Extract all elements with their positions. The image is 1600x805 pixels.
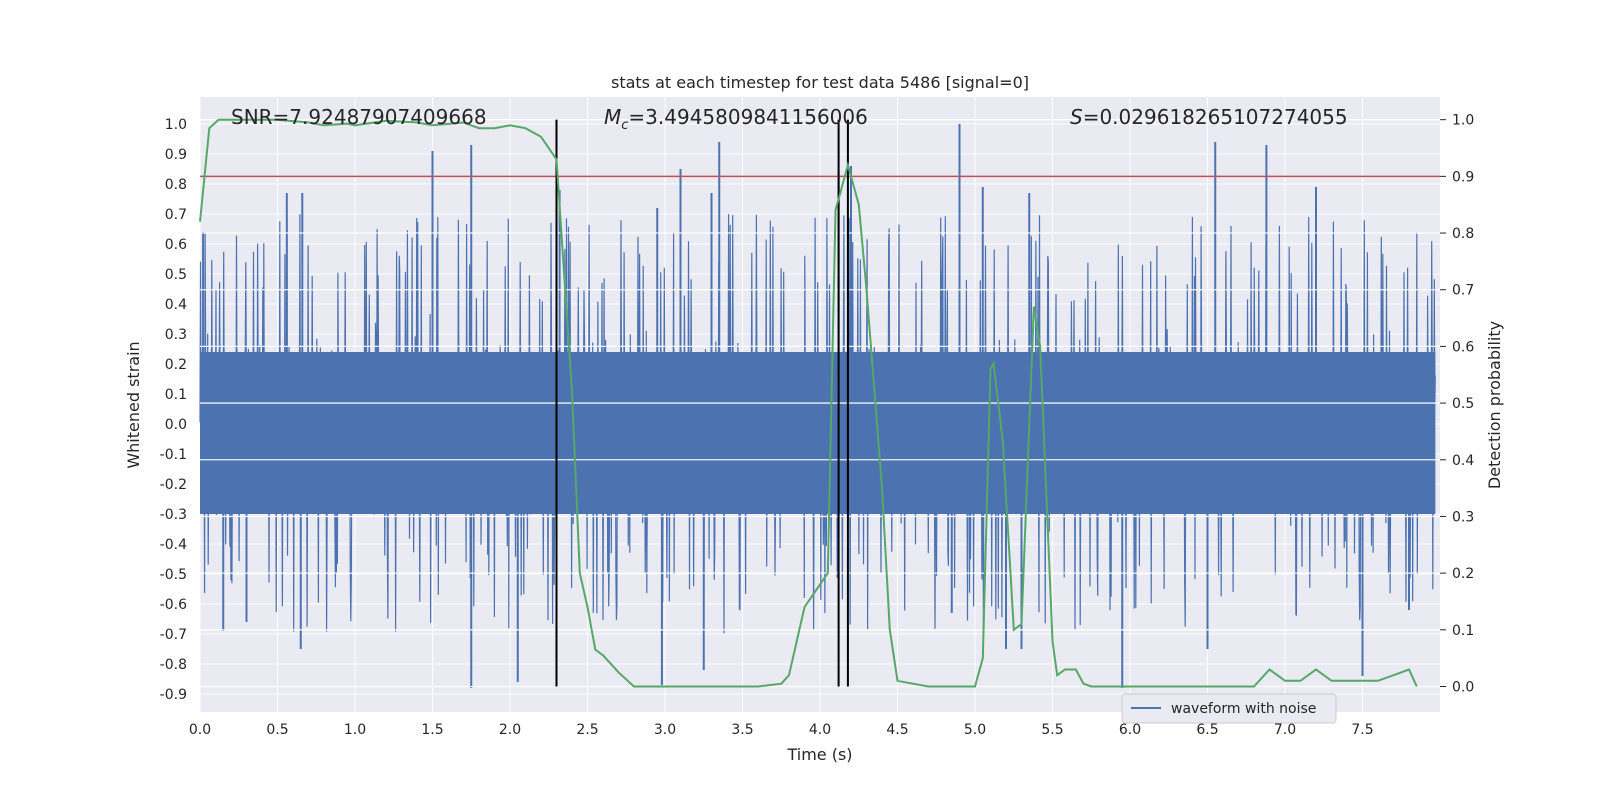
y-tick-label: 0.3 (165, 327, 187, 343)
vertical-markers (555, 119, 849, 687)
chart-title: stats at each timestep for test data 548… (611, 73, 1029, 92)
snr-annotation: SNR=7.92487907409668 (231, 105, 487, 129)
y-tick-label: 0.9 (165, 147, 187, 163)
y-tick-label: -0.2 (160, 477, 187, 493)
y2-tick-label: 0.4 (1452, 453, 1474, 469)
x-tick-label: 5.0 (964, 722, 986, 738)
y-axis-label: Whitened strain (124, 341, 143, 468)
y2-tick-label: 0.5 (1452, 396, 1474, 412)
x-tick-label: 3.5 (731, 722, 753, 738)
x-axis-label: Time (s) (786, 745, 852, 764)
y2-tick-label: 1.0 (1452, 113, 1474, 129)
x-tick-label: 2.0 (499, 722, 521, 738)
x-tick-label: 1.0 (344, 722, 366, 738)
mc-symbol: M (604, 105, 621, 129)
x-tick-label: 3.0 (654, 722, 676, 738)
x-tick-label: 7.5 (1351, 722, 1373, 738)
y2-tick-label: 0.9 (1452, 169, 1474, 185)
y-axis-ticks: 1.0 0.9 0.8 0.7 0.6 0.5 0.4 0.3 0.2 0.1 0.0 -0.1 -0.… (160, 117, 187, 703)
y2-axis-ticks: 1.0 0.9 0.8 0.7 0.6 0.5 0.4 0.3 0.2 0.1 0.0 (1440, 113, 1474, 695)
s-annotation: S=0.029618265107274055 (1070, 105, 1348, 129)
legend-box (1121, 693, 1337, 724)
y-tick-label: -0.6 (160, 597, 187, 613)
y2-axis-label: Detection probability (1485, 321, 1504, 489)
legend: waveform with noise (1121, 693, 1337, 724)
waveform-core-band (200, 352, 1436, 514)
y-tick-label: -0.4 (160, 537, 187, 553)
s-value: =0.029618265107274055 (1083, 105, 1348, 129)
y-tick-label: 0.5 (165, 267, 187, 283)
legend-label: waveform with noise (1171, 701, 1316, 717)
mc-subscript: c (621, 118, 628, 133)
y-tick-label: -0.8 (160, 657, 187, 673)
x-tick-label: 6.5 (1196, 722, 1218, 738)
x-tick-label: 6.0 (1119, 722, 1141, 738)
y-tick-label: 0.2 (165, 357, 187, 373)
y-tick-label: -0.1 (160, 447, 187, 463)
y2-tick-label: 0.3 (1452, 509, 1474, 525)
y-tick-label: 0.1 (165, 387, 187, 403)
s-symbol: S (1070, 105, 1083, 129)
y-tick-label: -0.3 (160, 507, 187, 523)
waveform-series (199, 119, 1440, 688)
y2-tick-label: 0.6 (1452, 339, 1474, 355)
y-tick-label: 0.8 (165, 177, 187, 193)
y-tick-label: 0.6 (165, 237, 187, 253)
x-tick-label: 5.5 (1041, 722, 1063, 738)
probability-series (199, 118, 1418, 688)
y2-tick-label: 0.2 (1452, 566, 1474, 582)
y2-tick-label: 0.0 (1452, 679, 1474, 695)
x-tick-label: 0.5 (266, 722, 288, 738)
mc-annotation: Mc=3.4945809841156006 (604, 105, 868, 133)
x-tick-label: 4.5 (886, 722, 908, 738)
mc-value: =3.4945809841156006 (628, 105, 867, 129)
x-tick-label: 1.5 (421, 722, 443, 738)
y-tick-label: 0.7 (165, 207, 187, 223)
y-tick-label: -0.7 (160, 627, 187, 643)
y-tick-label: 0.0 (165, 417, 187, 433)
y-tick-label: -0.5 (160, 567, 187, 583)
x-tick-label: 2.5 (576, 722, 598, 738)
y2-tick-label: 0.7 (1452, 283, 1474, 299)
x-tick-label: 0.0 (189, 722, 211, 738)
y2-tick-label: 0.1 (1452, 623, 1474, 639)
y-tick-label: -0.9 (160, 687, 187, 703)
y-tick-label: 0.4 (165, 297, 187, 313)
x-tick-label: 4.0 (809, 722, 831, 738)
x-tick-label: 7.0 (1274, 722, 1296, 738)
y-tick-label: 1.0 (165, 117, 187, 133)
x-axis-ticks: 0.0 0.5 1.0 1.5 2.0 2.5 3.0 3.5 4.0 4.5 5.0 5.5 6.0 6… (189, 722, 1374, 738)
y2-tick-label: 0.8 (1452, 226, 1474, 242)
